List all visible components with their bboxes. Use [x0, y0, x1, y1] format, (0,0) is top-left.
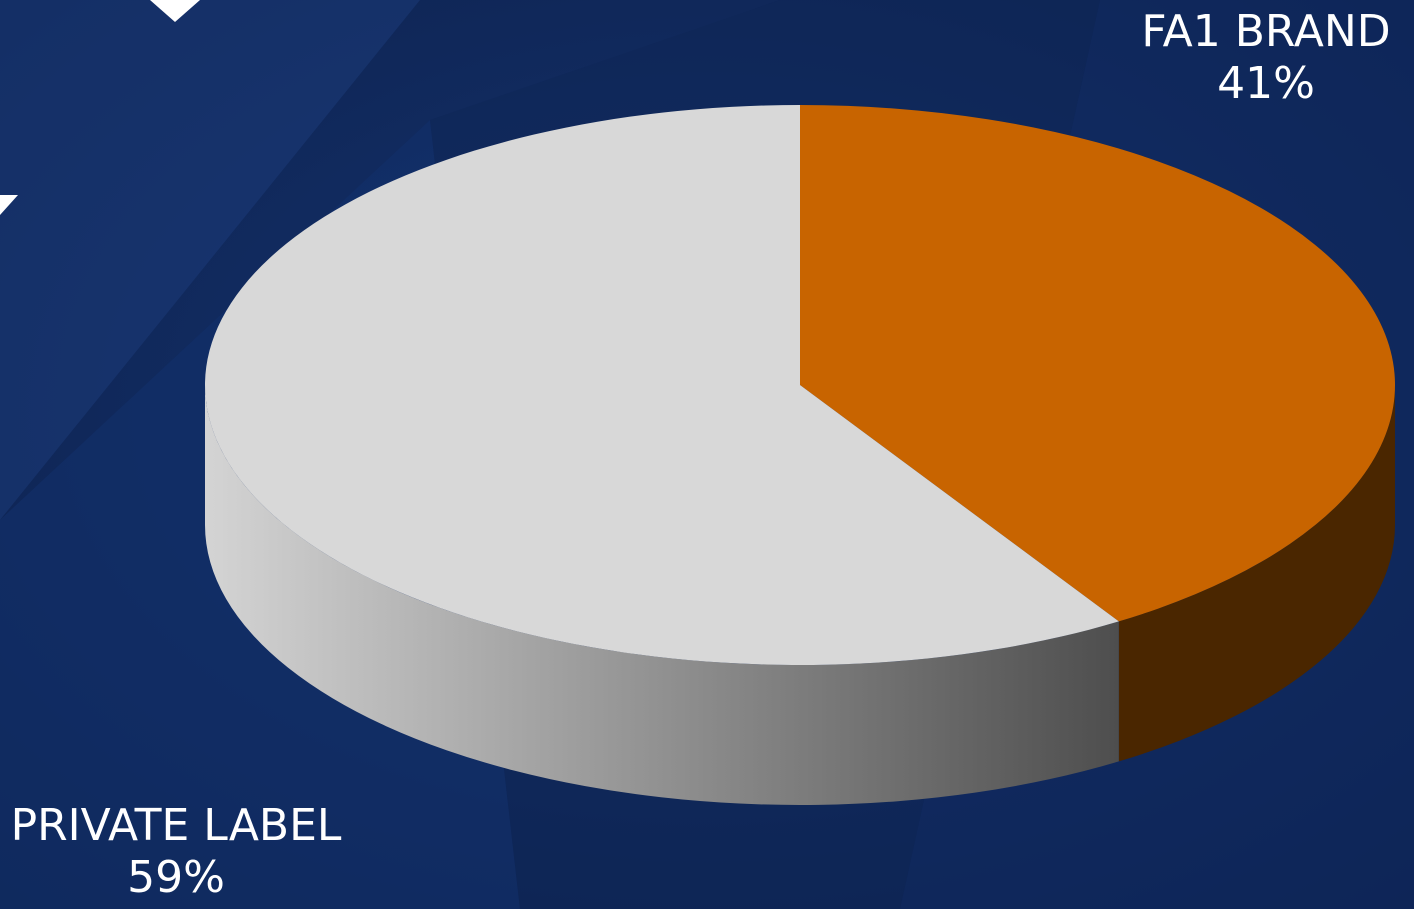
slice-top-private-label [204, 105, 1119, 665]
slice-value-fa1-brand: 41% [1217, 58, 1315, 109]
slice-side-private-label [205, 385, 1119, 805]
slice-top-fa1-brand [800, 105, 1395, 622]
data-label-private-label: PRIVATE LABEL 59% [6, 800, 346, 904]
slice-name-private-label: PRIVATE LABEL [10, 800, 342, 851]
data-label-fa1-brand: FA1 BRAND 41% [1126, 6, 1406, 110]
pie-slices [204, 105, 1395, 805]
slice-name-fa1-brand: FA1 BRAND [1141, 6, 1391, 57]
slice-value-private-label: 59% [127, 852, 225, 903]
slice-side-fa1-brand [1118, 385, 1395, 762]
